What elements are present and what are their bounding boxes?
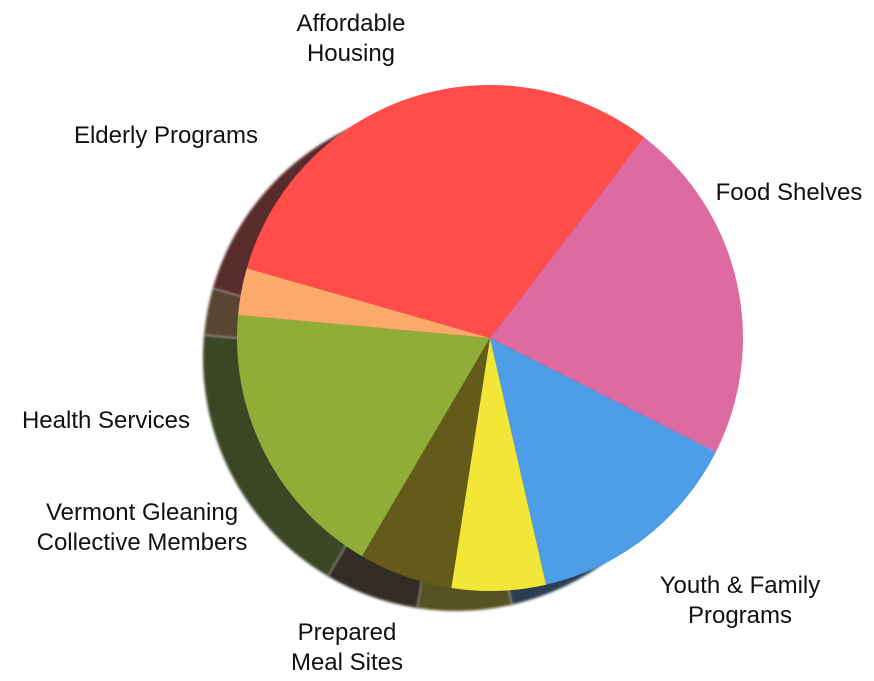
slice-label-line: Youth & Family [660,572,821,599]
slice-label-line: Vermont Gleaning [46,499,238,526]
slice-label-line: Collective Members [37,529,248,556]
slice-label-line: Food Shelves [716,179,863,206]
pie-slice-vgc_members [451,338,547,591]
slice-label-line: Affordable [297,10,406,37]
slice-label-prepared_meal: Prepared Meal Sites [291,619,403,676]
slice-label-housing: Affordable Housing [297,10,406,67]
pie-slices [236,84,743,591]
slice-label-vgc_members: Vermont Gleaning Collective Members [37,499,248,556]
slice-label-line: Elderly Programs [74,122,258,149]
pie-slice-prepared_meal [490,338,716,585]
slice-label-line: Meal Sites [291,649,403,676]
slice-label-health: Health Services [22,407,190,434]
slice-label-line: Prepared [298,619,397,646]
pie-slice-elderly [236,315,490,557]
pie-slice-youth_family [490,137,743,453]
slice-label-youth_family: Youth & Family Programs [660,572,821,629]
slice-labels: Food Shelves Youth & Family Programs Prepar… [22,10,862,676]
pie-slice-housing [238,268,490,338]
pie-slice-health [361,338,490,589]
slice-label-food_shelves: Food Shelves [716,179,863,206]
slice-label-line: Health Services [22,407,190,434]
slice-label-elderly: Elderly Programs [74,122,258,149]
pie-slice-food_shelves [246,84,645,338]
slice-label-line: Programs [688,602,792,629]
slice-label-line: Housing [307,40,395,67]
